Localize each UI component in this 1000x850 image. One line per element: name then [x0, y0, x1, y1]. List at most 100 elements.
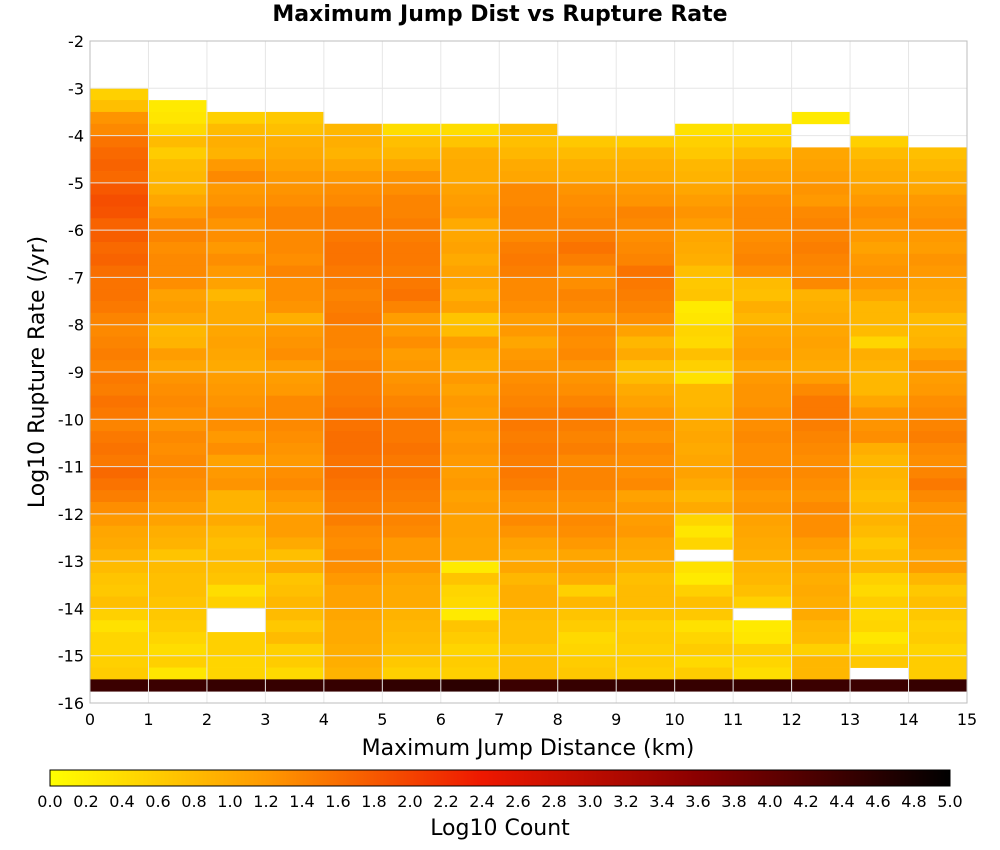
- colorbar-tick-label: 0.2: [73, 792, 98, 811]
- heatmap-cell: [850, 289, 909, 302]
- heatmap-cell: [206, 454, 266, 467]
- heatmap-cell: [90, 419, 149, 432]
- heatmap-cell: [382, 301, 442, 314]
- heatmap-cell: [850, 549, 909, 562]
- heatmap-cell: [674, 289, 734, 302]
- heatmap-cell: [791, 478, 851, 491]
- heatmap-cell: [499, 289, 559, 302]
- heatmap-cell: [674, 301, 734, 314]
- heatmap-cell: [791, 383, 851, 397]
- heatmap-cell: [440, 620, 500, 633]
- x-tick-label: 0: [85, 710, 95, 729]
- heatmap-cell: [323, 360, 383, 373]
- heatmap-cell: [733, 383, 792, 397]
- heatmap-cell: [265, 324, 325, 337]
- heatmap-cell: [674, 277, 734, 290]
- heatmap-cell: [382, 324, 442, 337]
- heatmap-cell: [733, 502, 792, 515]
- heatmap-cell: [908, 679, 968, 692]
- heatmap-cell: [791, 182, 851, 196]
- heatmap-cell: [908, 431, 968, 444]
- heatmap-cell: [265, 572, 325, 586]
- heatmap-cell: [850, 596, 909, 609]
- heatmap-cell: [206, 372, 266, 385]
- heatmap-cell: [908, 277, 968, 290]
- heatmap-cell: [557, 620, 617, 633]
- heatmap-cell: [674, 537, 734, 550]
- heatmap-cell: [148, 336, 208, 349]
- heatmap-cell: [791, 312, 851, 326]
- heatmap-cell: [674, 123, 734, 136]
- heatmap-cell: [908, 241, 968, 255]
- heatmap-cell: [206, 253, 266, 267]
- heatmap-cell: [557, 324, 617, 337]
- heatmap-cell: [908, 466, 968, 479]
- heatmap-cell: [440, 502, 500, 515]
- heatmap-cell: [440, 123, 500, 136]
- heatmap-cell: [440, 218, 500, 231]
- heatmap-cell: [616, 265, 676, 278]
- heatmap-cell: [440, 301, 500, 314]
- heatmap-cell: [616, 549, 676, 562]
- heatmap-cell: [499, 277, 559, 290]
- y-tick-label: -11: [58, 458, 84, 477]
- heatmap-cell: [265, 182, 325, 196]
- heatmap-cell: [499, 407, 559, 420]
- heatmap-cell: [908, 584, 968, 598]
- heatmap-cell: [674, 632, 734, 645]
- heatmap-cell: [908, 596, 968, 609]
- heatmap-cell: [791, 549, 851, 562]
- heatmap-cell: [616, 431, 676, 444]
- heatmap-cell: [733, 667, 792, 680]
- heatmap-cell: [440, 679, 500, 692]
- heatmap-cell: [265, 632, 325, 645]
- heatmap-cell: [323, 490, 383, 503]
- heatmap-cell: [557, 466, 617, 479]
- heatmap-cell: [908, 253, 968, 267]
- heatmap-cell: [733, 348, 792, 361]
- heatmap-cell: [674, 466, 734, 479]
- heatmap-cell: [440, 360, 500, 373]
- colorbar-tick-label: 1.0: [217, 792, 242, 811]
- heatmap-cell: [382, 206, 442, 219]
- heatmap-cell: [148, 502, 208, 515]
- heatmap-cell: [323, 572, 383, 586]
- heatmap-cell: [733, 324, 792, 337]
- colorbar-tick-label: 5.0: [937, 792, 962, 811]
- heatmap-cell: [323, 218, 383, 231]
- heatmap-cell: [148, 407, 208, 420]
- y-tick-label: -9: [68, 363, 84, 382]
- heatmap-cell: [148, 478, 208, 491]
- heatmap-cell: [616, 655, 676, 668]
- heatmap-cell: [674, 608, 734, 621]
- heatmap-cell: [674, 372, 734, 385]
- heatmap-cell: [206, 301, 266, 314]
- heatmap-cell: [674, 241, 734, 255]
- heatmap-cell: [557, 348, 617, 361]
- heatmap-cell: [148, 490, 208, 503]
- gridlines: [89, 40, 968, 704]
- heatmap-cell: [733, 147, 792, 160]
- heatmap-cell: [908, 206, 968, 219]
- heatmap-cell: [557, 407, 617, 420]
- heatmap-cell: [382, 561, 442, 574]
- heatmap-cell: [616, 253, 676, 267]
- heatmap-cell: [323, 253, 383, 267]
- heatmap-cell: [674, 561, 734, 574]
- heatmap-cell: [440, 596, 500, 609]
- heatmap-cell: [499, 182, 559, 196]
- heatmap-cell: [908, 655, 968, 668]
- heatmap-cell: [499, 253, 559, 267]
- heatmap-cell: [90, 312, 149, 326]
- heatmap-cell: [499, 159, 559, 172]
- heatmap-cell: [850, 466, 909, 479]
- heatmap-cell: [616, 241, 676, 255]
- heatmap-cell: [674, 667, 734, 680]
- heatmap-cell: [850, 147, 909, 160]
- heatmap-cell: [323, 643, 383, 657]
- heatmap-cell: [323, 265, 383, 278]
- heatmap-cell: [265, 206, 325, 219]
- heatmap-cell: [90, 395, 149, 408]
- heatmap-cell: [265, 230, 325, 243]
- heatmap-cell: [557, 265, 617, 278]
